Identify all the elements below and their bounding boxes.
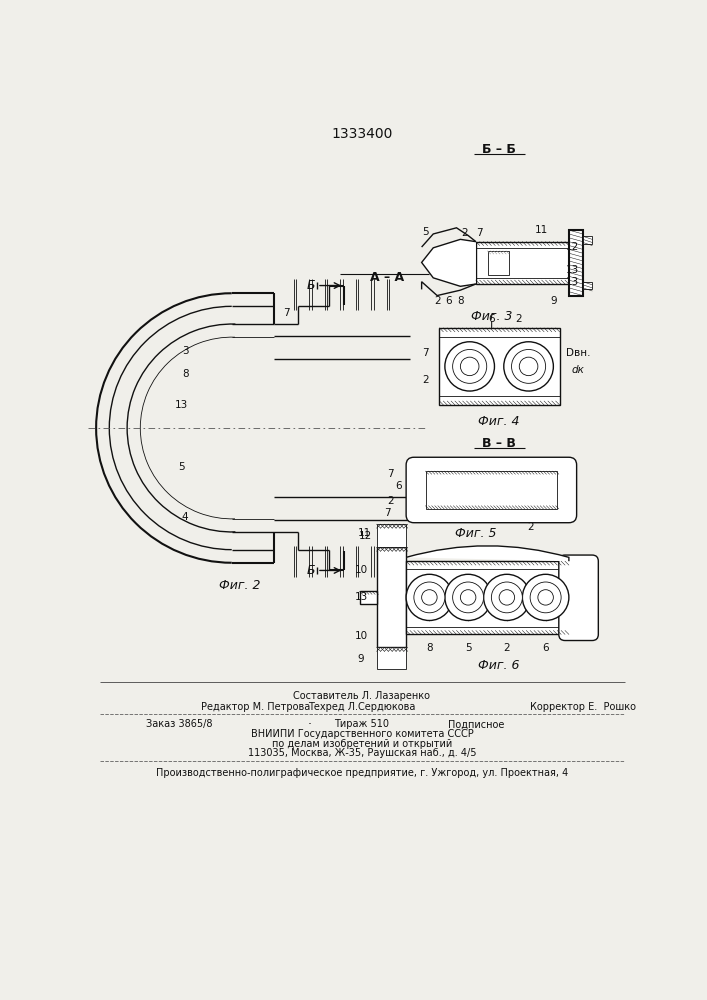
- Text: Заказ 3865/8: Заказ 3865/8: [146, 719, 213, 729]
- Text: 9: 9: [358, 654, 365, 664]
- Text: 2: 2: [422, 375, 429, 385]
- FancyBboxPatch shape: [406, 457, 577, 523]
- Text: dк: dк: [572, 365, 585, 375]
- Circle shape: [530, 582, 561, 613]
- Text: по делам изобретений и открытий: по делам изобретений и открытий: [271, 739, 452, 749]
- Bar: [488, 251, 509, 275]
- Circle shape: [460, 590, 476, 605]
- Text: 3: 3: [182, 346, 189, 356]
- Text: 6: 6: [445, 296, 452, 306]
- Bar: [377, 647, 406, 669]
- Text: ·: ·: [308, 718, 311, 731]
- Bar: [406, 561, 569, 634]
- Circle shape: [522, 574, 569, 620]
- Bar: [426, 471, 557, 509]
- Text: 7: 7: [384, 508, 391, 518]
- Text: 10: 10: [355, 565, 368, 575]
- Text: 11: 11: [358, 528, 371, 538]
- Text: 13: 13: [566, 277, 579, 287]
- Text: Б: Б: [307, 564, 315, 577]
- Text: 7: 7: [422, 348, 429, 358]
- Text: Фиг. 5: Фиг. 5: [455, 527, 496, 540]
- Text: I: I: [490, 321, 493, 331]
- Text: 11: 11: [535, 225, 549, 235]
- Text: Фиг. 4: Фиг. 4: [479, 415, 520, 428]
- Text: Фиг. 2: Фиг. 2: [218, 579, 260, 592]
- Text: 13: 13: [354, 592, 368, 602]
- Text: Подписное: Подписное: [448, 719, 504, 729]
- Circle shape: [512, 349, 546, 383]
- Text: Техред Л.Сердюкова: Техред Л.Сердюкова: [308, 702, 416, 712]
- Text: 2: 2: [387, 496, 394, 506]
- Bar: [377, 524, 406, 547]
- Bar: [569, 230, 583, 296]
- Circle shape: [491, 582, 522, 613]
- Text: 1333400: 1333400: [332, 127, 392, 141]
- Text: 5: 5: [464, 643, 472, 653]
- Text: В – В: В – В: [482, 437, 516, 450]
- Text: 12: 12: [358, 531, 372, 541]
- Text: 9: 9: [550, 296, 556, 306]
- Text: 8: 8: [182, 369, 189, 379]
- Text: 2: 2: [434, 296, 440, 306]
- PathPatch shape: [421, 239, 476, 286]
- Text: 7: 7: [387, 469, 394, 479]
- Text: ВНИИПИ Государственного комитета СССР: ВНИИПИ Государственного комитета СССР: [250, 729, 473, 739]
- Text: 4: 4: [182, 512, 189, 522]
- Bar: [583, 236, 592, 244]
- Text: 2: 2: [527, 522, 534, 532]
- Text: 5: 5: [178, 462, 185, 472]
- Bar: [476, 242, 569, 284]
- Text: 8: 8: [457, 296, 464, 306]
- Circle shape: [538, 590, 554, 605]
- PathPatch shape: [406, 546, 569, 561]
- FancyBboxPatch shape: [559, 555, 598, 641]
- Text: Производственно-полиграфическое предприятие, г. Ужгород, ул. Проектная, 4: Производственно-полиграфическое предприя…: [156, 768, 568, 778]
- Text: 13: 13: [175, 400, 188, 410]
- Circle shape: [421, 590, 437, 605]
- Text: Фиг. 6: Фиг. 6: [479, 659, 520, 672]
- Circle shape: [460, 357, 479, 376]
- Text: 5: 5: [422, 227, 429, 237]
- Bar: [440, 328, 559, 405]
- Text: 10: 10: [355, 631, 368, 641]
- Text: А – А: А – А: [370, 271, 404, 284]
- Text: 2: 2: [515, 314, 522, 324]
- Text: Тираж 510: Тираж 510: [334, 719, 390, 729]
- Text: Фиг. 3: Фиг. 3: [471, 310, 512, 323]
- Text: 2: 2: [461, 228, 467, 238]
- Circle shape: [452, 582, 484, 613]
- Circle shape: [484, 574, 530, 620]
- Circle shape: [406, 574, 452, 620]
- Circle shape: [414, 582, 445, 613]
- Bar: [360, 591, 377, 604]
- Text: Корректор Е.  Рошко: Корректор Е. Рошко: [530, 702, 636, 712]
- Circle shape: [452, 349, 486, 383]
- Text: 6: 6: [488, 314, 495, 324]
- Text: Б: Б: [307, 279, 315, 292]
- Text: 6: 6: [542, 643, 549, 653]
- Text: 113035, Москва, Ж-35, Раушская наб., д. 4/5: 113035, Москва, Ж-35, Раушская наб., д. …: [247, 748, 477, 758]
- Text: 13: 13: [566, 265, 579, 275]
- Text: 7: 7: [477, 228, 483, 238]
- Text: 7: 7: [283, 308, 289, 318]
- Text: Составитель Л. Лазаренко: Составитель Л. Лазаренко: [293, 691, 431, 701]
- Circle shape: [499, 590, 515, 605]
- Circle shape: [519, 357, 538, 376]
- Text: Б – Б: Б – Б: [482, 143, 516, 156]
- Text: 12: 12: [566, 242, 579, 252]
- Text: 8: 8: [426, 643, 433, 653]
- Text: Редактор М. Петрова: Редактор М. Петрова: [201, 702, 310, 712]
- Circle shape: [445, 342, 494, 391]
- Bar: [583, 282, 592, 289]
- Bar: [377, 547, 406, 647]
- Text: 2: 2: [503, 643, 510, 653]
- Text: 6: 6: [395, 481, 402, 491]
- Circle shape: [504, 342, 554, 391]
- Circle shape: [445, 574, 491, 620]
- Text: Dвн.: Dвн.: [566, 348, 590, 358]
